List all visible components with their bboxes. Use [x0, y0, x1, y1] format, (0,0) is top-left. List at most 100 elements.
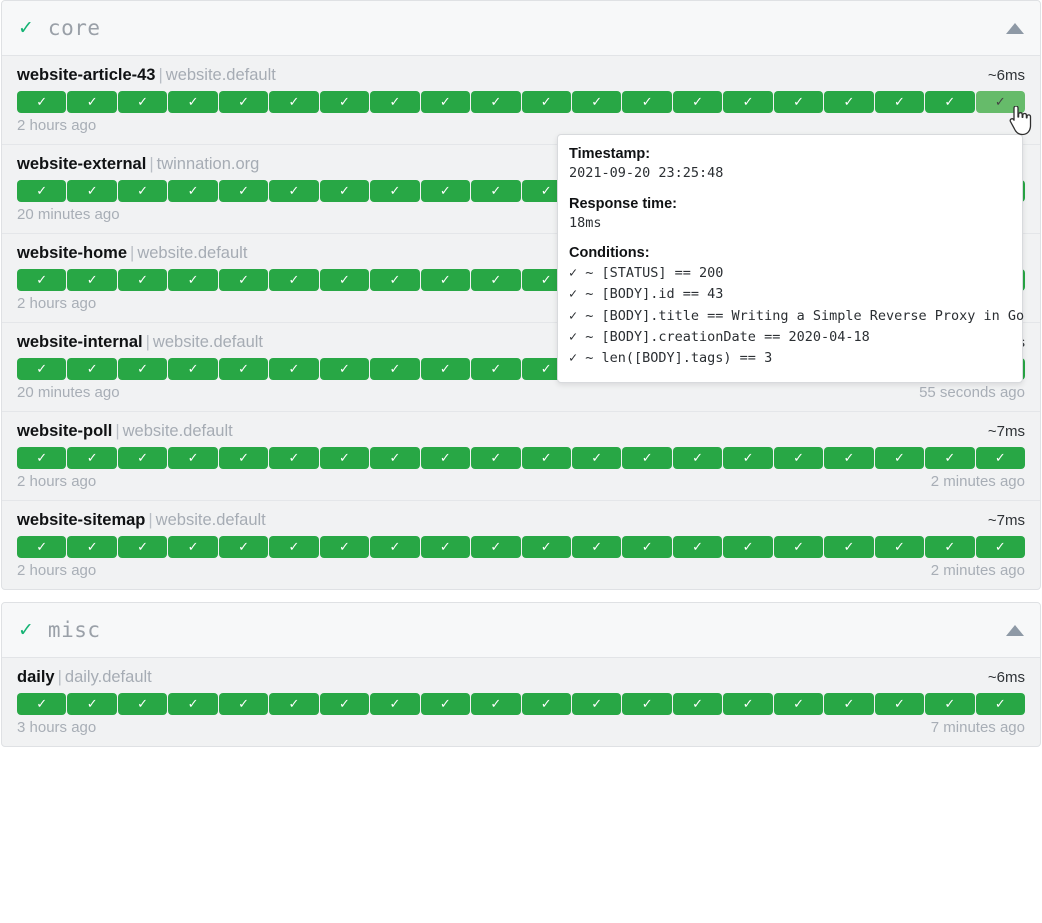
result-bar[interactable]: ✓: [420, 269, 471, 291]
result-bar[interactable]: ✓: [117, 693, 168, 715]
result-bar[interactable]: ✓: [67, 91, 117, 113]
result-bar[interactable]: ✓: [824, 447, 874, 469]
result-bar[interactable]: ✓: [168, 269, 218, 291]
result-bar[interactable]: ✓: [773, 693, 824, 715]
result-bar[interactable]: ✓: [67, 693, 117, 715]
result-bar[interactable]: ✓: [571, 91, 622, 113]
result-bar[interactable]: ✓: [723, 536, 773, 558]
result-bar[interactable]: ✓: [622, 447, 672, 469]
result-bar[interactable]: ✓: [571, 447, 622, 469]
result-bar[interactable]: ✓: [269, 536, 319, 558]
result-bar[interactable]: ✓: [269, 91, 319, 113]
result-bar[interactable]: ✓: [168, 536, 218, 558]
result-bar[interactable]: ✓: [117, 91, 168, 113]
result-bar[interactable]: ✓: [420, 536, 471, 558]
result-bar[interactable]: ✓: [571, 693, 622, 715]
result-bar[interactable]: ✓: [269, 693, 319, 715]
result-bar[interactable]: ✓: [168, 358, 218, 380]
result-bar[interactable]: ✓: [218, 693, 269, 715]
result-bar[interactable]: ✓: [975, 447, 1026, 469]
result-bar[interactable]: ✓: [420, 447, 471, 469]
result-bar[interactable]: ✓: [824, 91, 874, 113]
result-bar[interactable]: ✓: [370, 693, 420, 715]
result-bar[interactable]: ✓: [723, 693, 773, 715]
result-bar[interactable]: ✓: [521, 447, 571, 469]
result-bar[interactable]: ✓: [824, 536, 874, 558]
result-bar[interactable]: ✓: [319, 269, 370, 291]
result-bar[interactable]: ✓: [269, 447, 319, 469]
result-bar[interactable]: ✓: [874, 536, 925, 558]
result-bar[interactable]: ✓: [319, 358, 370, 380]
result-bar[interactable]: ✓: [622, 91, 672, 113]
result-bar[interactable]: ✓: [17, 269, 67, 291]
result-bar[interactable]: ✓: [622, 536, 672, 558]
result-bar[interactable]: ✓: [925, 91, 975, 113]
result-bar[interactable]: ✓: [117, 180, 168, 202]
result-bar[interactable]: ✓: [521, 693, 571, 715]
result-bar[interactable]: ✓: [723, 91, 773, 113]
result-bar[interactable]: ✓: [773, 536, 824, 558]
result-bar[interactable]: ✓: [723, 447, 773, 469]
result-bar[interactable]: ✓: [319, 536, 370, 558]
result-bar[interactable]: ✓: [672, 693, 723, 715]
result-bar[interactable]: ✓: [67, 358, 117, 380]
result-bar[interactable]: ✓: [471, 180, 521, 202]
result-bar[interactable]: ✓: [370, 269, 420, 291]
result-bar[interactable]: ✓: [117, 269, 168, 291]
result-bar[interactable]: ✓: [117, 358, 168, 380]
result-bar[interactable]: ✓: [17, 91, 67, 113]
result-bar[interactable]: ✓: [319, 91, 370, 113]
result-bar[interactable]: ✓: [975, 91, 1026, 113]
result-bar[interactable]: ✓: [218, 91, 269, 113]
result-bar[interactable]: ✓: [672, 447, 723, 469]
result-bar[interactable]: ✓: [319, 447, 370, 469]
result-bar[interactable]: ✓: [773, 91, 824, 113]
result-bar[interactable]: ✓: [319, 180, 370, 202]
result-bar[interactable]: ✓: [925, 447, 975, 469]
result-bar[interactable]: ✓: [874, 447, 925, 469]
result-bar[interactable]: ✓: [370, 91, 420, 113]
result-bar[interactable]: ✓: [824, 693, 874, 715]
result-bar[interactable]: ✓: [269, 358, 319, 380]
result-bar[interactable]: ✓: [471, 693, 521, 715]
result-bar[interactable]: ✓: [218, 536, 269, 558]
result-bar[interactable]: ✓: [471, 91, 521, 113]
result-bar[interactable]: ✓: [67, 536, 117, 558]
result-bar[interactable]: ✓: [17, 447, 67, 469]
result-bar[interactable]: ✓: [571, 536, 622, 558]
result-bar[interactable]: ✓: [17, 536, 67, 558]
result-bar[interactable]: ✓: [521, 91, 571, 113]
result-bar[interactable]: ✓: [471, 447, 521, 469]
result-bar[interactable]: ✓: [269, 269, 319, 291]
result-bar[interactable]: ✓: [17, 180, 67, 202]
result-bar[interactable]: ✓: [420, 91, 471, 113]
group-header-misc[interactable]: ✓ misc: [2, 603, 1040, 658]
result-bar[interactable]: ✓: [471, 269, 521, 291]
triangle-up-icon[interactable]: [1004, 17, 1026, 39]
group-header-core[interactable]: ✓ core: [2, 1, 1040, 56]
result-bar[interactable]: ✓: [521, 536, 571, 558]
result-bar[interactable]: ✓: [218, 269, 269, 291]
result-bar[interactable]: ✓: [370, 536, 420, 558]
result-bar[interactable]: ✓: [672, 91, 723, 113]
result-bar[interactable]: ✓: [420, 693, 471, 715]
result-bar[interactable]: ✓: [622, 693, 672, 715]
result-bar[interactable]: ✓: [319, 693, 370, 715]
result-bar[interactable]: ✓: [925, 693, 975, 715]
result-bar[interactable]: ✓: [168, 91, 218, 113]
result-bar[interactable]: ✓: [218, 447, 269, 469]
result-bar[interactable]: ✓: [67, 447, 117, 469]
result-bar[interactable]: ✓: [168, 180, 218, 202]
result-bar[interactable]: ✓: [975, 693, 1026, 715]
result-bar[interactable]: ✓: [168, 447, 218, 469]
result-bar[interactable]: ✓: [874, 91, 925, 113]
result-bar[interactable]: ✓: [773, 447, 824, 469]
result-bar[interactable]: ✓: [370, 447, 420, 469]
result-bar[interactable]: ✓: [218, 180, 269, 202]
result-bar[interactable]: ✓: [218, 358, 269, 380]
result-bar[interactable]: ✓: [874, 693, 925, 715]
result-bar[interactable]: ✓: [672, 536, 723, 558]
result-bar[interactable]: ✓: [925, 536, 975, 558]
result-bar[interactable]: ✓: [117, 447, 168, 469]
result-bar[interactable]: ✓: [67, 269, 117, 291]
